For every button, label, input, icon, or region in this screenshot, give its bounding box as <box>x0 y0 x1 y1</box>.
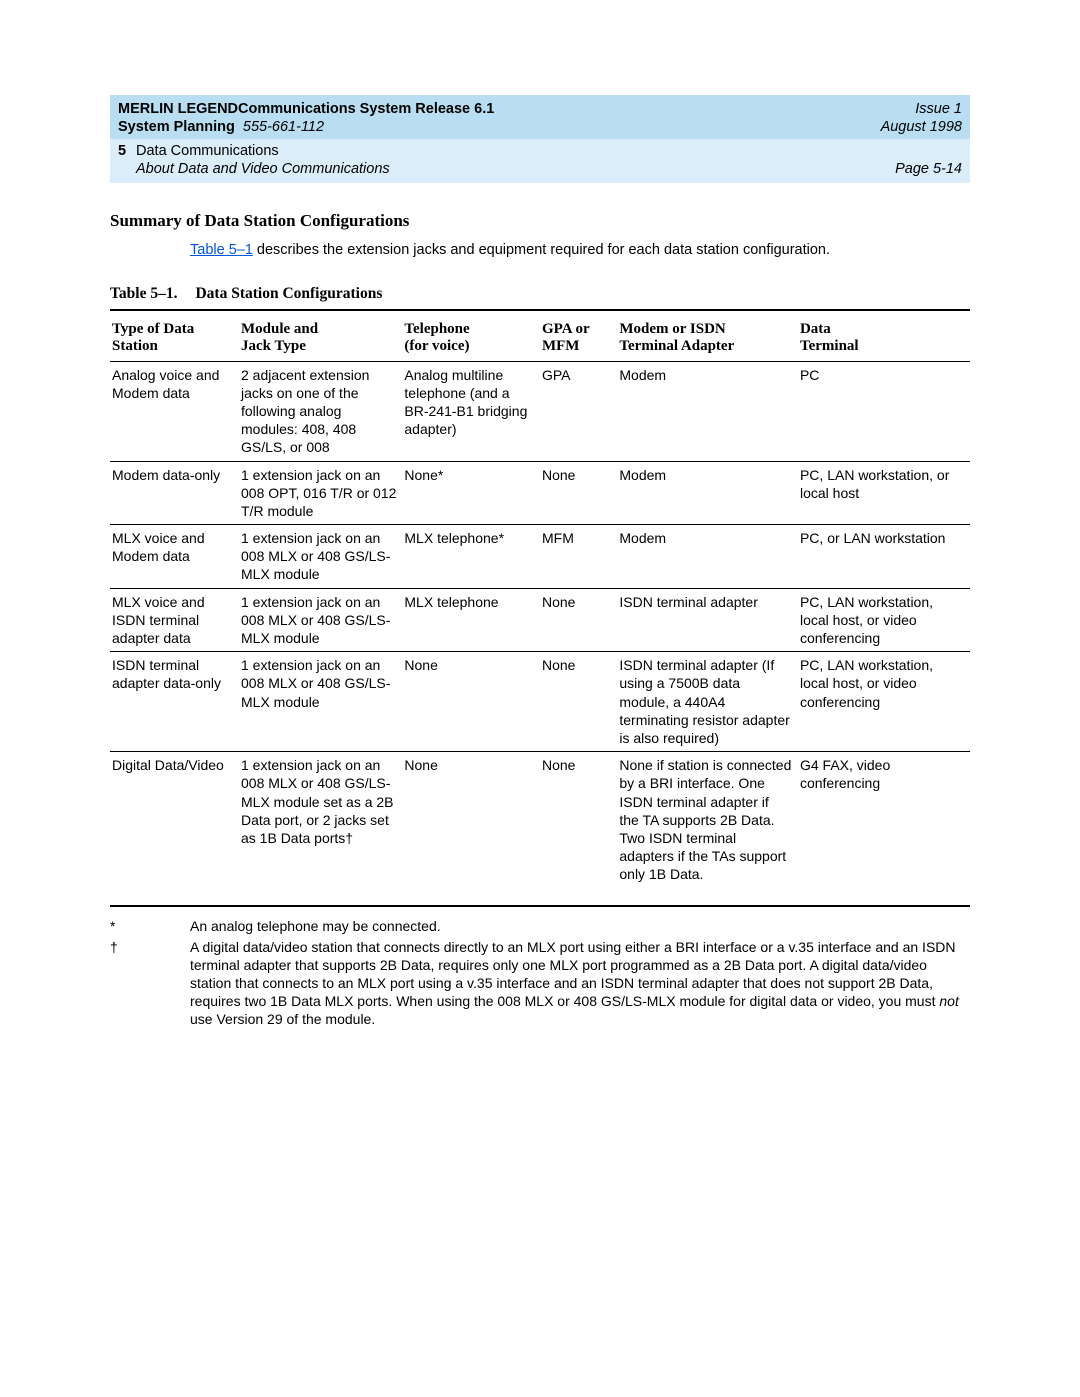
footnote-ital: not <box>939 993 958 1009</box>
doc-number: 555-661-112 <box>239 119 324 135</box>
table-cell: G4 FAX, video conferencing <box>798 752 970 888</box>
table-top-rule <box>110 309 970 311</box>
table-cell: None if station is connected by a BRI in… <box>617 752 798 888</box>
footnote-text-before: A digital data/video station that connec… <box>190 939 956 1010</box>
data-station-table: Type of DataStationModule andJack TypeTe… <box>110 317 970 888</box>
table-cell: None <box>402 652 540 752</box>
table-row: Digital Data/Video1 extension jack on an… <box>110 752 970 888</box>
footnote-symbol: † <box>110 938 190 1029</box>
system-planning-label: System Planning 555-661-112 <box>118 119 324 135</box>
table-cell: 1 extension jack on an 008 MLX or 408 GS… <box>239 525 402 589</box>
table-column-header: Type of DataStation <box>110 317 239 362</box>
table-cell: 1 extension jack on an 008 MLX or 408 GS… <box>239 752 402 888</box>
intro-paragraph: Table 5–1 describes the extension jacks … <box>190 241 970 261</box>
system-planning-text: System Planning <box>118 119 235 135</box>
footnote-row: † A digital data/video station that conn… <box>110 938 970 1029</box>
table-caption-title: Data Station Configurations <box>195 285 382 302</box>
table-cell: Modem data-only <box>110 461 239 525</box>
table-cell: Analog voice and Modem data <box>110 361 239 461</box>
header-row-2: System Planning 555-661-112 August 1998 <box>118 119 962 135</box>
intro-rest: describes the extension jacks and equipm… <box>253 242 830 258</box>
table-cell: None <box>540 461 617 525</box>
about-text: About Data and Video Communications <box>118 161 390 177</box>
chapter-title: Data Communications <box>136 143 279 159</box>
issue-number: Issue 1 <box>915 101 962 117</box>
table-cell: Modem <box>617 461 798 525</box>
table-column-header: Module andJack Type <box>239 317 402 362</box>
table-header-row: Type of DataStationModule andJack TypeTe… <box>110 317 970 362</box>
table-cell: None <box>540 588 617 652</box>
footnote-row: * An analog telephone may be connected. <box>110 917 970 935</box>
table-cell: PC, LAN workstation, local host, or vide… <box>798 588 970 652</box>
table-cell: None <box>540 652 617 752</box>
document-page: MERLIN LEGENDCommunications System Relea… <box>0 0 1080 1091</box>
table-cell: 1 extension jack on an 008 OPT, 016 T/R … <box>239 461 402 525</box>
table-cell: 1 extension jack on an 008 MLX or 408 GS… <box>239 588 402 652</box>
table-cell: Digital Data/Video <box>110 752 239 888</box>
table-cell: Modem <box>617 361 798 461</box>
table-column-header: Telephone(for voice) <box>402 317 540 362</box>
table-cell: None* <box>402 461 540 525</box>
doc-number-value: 555-661-112 <box>243 119 324 135</box>
table-cell: PC, LAN workstation, or local host <box>798 461 970 525</box>
table-cell: ISDN terminal adapter data-only <box>110 652 239 752</box>
footnote-symbol: * <box>110 917 190 935</box>
chapter-row: 5 Data Communications <box>118 143 962 159</box>
table-column-header: GPA orMFM <box>540 317 617 362</box>
table-cell: PC, LAN workstation, local host, or vide… <box>798 652 970 752</box>
table-cell: 1 extension jack on an 008 MLX or 408 GS… <box>239 652 402 752</box>
footnote-text: An analog telephone may be connected. <box>190 917 970 935</box>
table-cell: MLX telephone* <box>402 525 540 589</box>
table-row: MLX voice and ISDN terminal adapter data… <box>110 588 970 652</box>
page-number: Page 5-14 <box>895 161 962 177</box>
footnotes-block: * An analog telephone may be connected. … <box>110 917 970 1028</box>
table-cell: MLX voice and ISDN terminal adapter data <box>110 588 239 652</box>
table-cell: MLX voice and Modem data <box>110 525 239 589</box>
table-cell: 2 adjacent extension jacks on one of the… <box>239 361 402 461</box>
table-cell: None <box>540 752 617 888</box>
table-cell: PC <box>798 361 970 461</box>
table-cell: GPA <box>540 361 617 461</box>
table-cell: Modem <box>617 525 798 589</box>
table-caption-number: Table 5–1. <box>110 285 177 302</box>
table-caption: Table 5–1. Data Station Configurations <box>110 285 970 303</box>
table-cell: None <box>402 752 540 888</box>
table-5-1-link[interactable]: Table 5–1 <box>190 242 253 258</box>
table-cell: ISDN terminal adapter <box>617 588 798 652</box>
table-row: Modem data-only1 extension jack on an 00… <box>110 461 970 525</box>
table-row: ISDN terminal adapter data-only1 extensi… <box>110 652 970 752</box>
about-row: About Data and Video Communications Page… <box>118 161 962 177</box>
table-row: Analog voice and Modem data2 adjacent ex… <box>110 361 970 461</box>
table-cell: MLX telephone <box>402 588 540 652</box>
table-column-header: DataTerminal <box>798 317 970 362</box>
table-cell: MFM <box>540 525 617 589</box>
footnote-text: A digital data/video station that connec… <box>190 938 970 1029</box>
table-row: MLX voice and Modem data1 extension jack… <box>110 525 970 589</box>
header-date: August 1998 <box>881 119 962 135</box>
subheader-bar: 5 Data Communications About Data and Vid… <box>110 139 970 183</box>
table-bottom-rule <box>110 905 970 907</box>
table-cell: Analog multiline telephone (and a BR-241… <box>402 361 540 461</box>
header-row-1: MERLIN LEGENDCommunications System Relea… <box>118 101 962 117</box>
table-cell: PC, or LAN workstation <box>798 525 970 589</box>
product-title: MERLIN LEGENDCommunications System Relea… <box>118 101 494 117</box>
footnote-text-after: use Version 29 of the module. <box>190 1011 375 1027</box>
chapter-number: 5 <box>118 143 136 159</box>
table-cell: ISDN terminal adapter (If using a 7500B … <box>617 652 798 752</box>
table-column-header: Modem or ISDNTerminal Adapter <box>617 317 798 362</box>
table-body: Analog voice and Modem data2 adjacent ex… <box>110 361 970 887</box>
header-bar: MERLIN LEGENDCommunications System Relea… <box>110 95 970 139</box>
section-heading: Summary of Data Station Configurations <box>110 211 970 231</box>
